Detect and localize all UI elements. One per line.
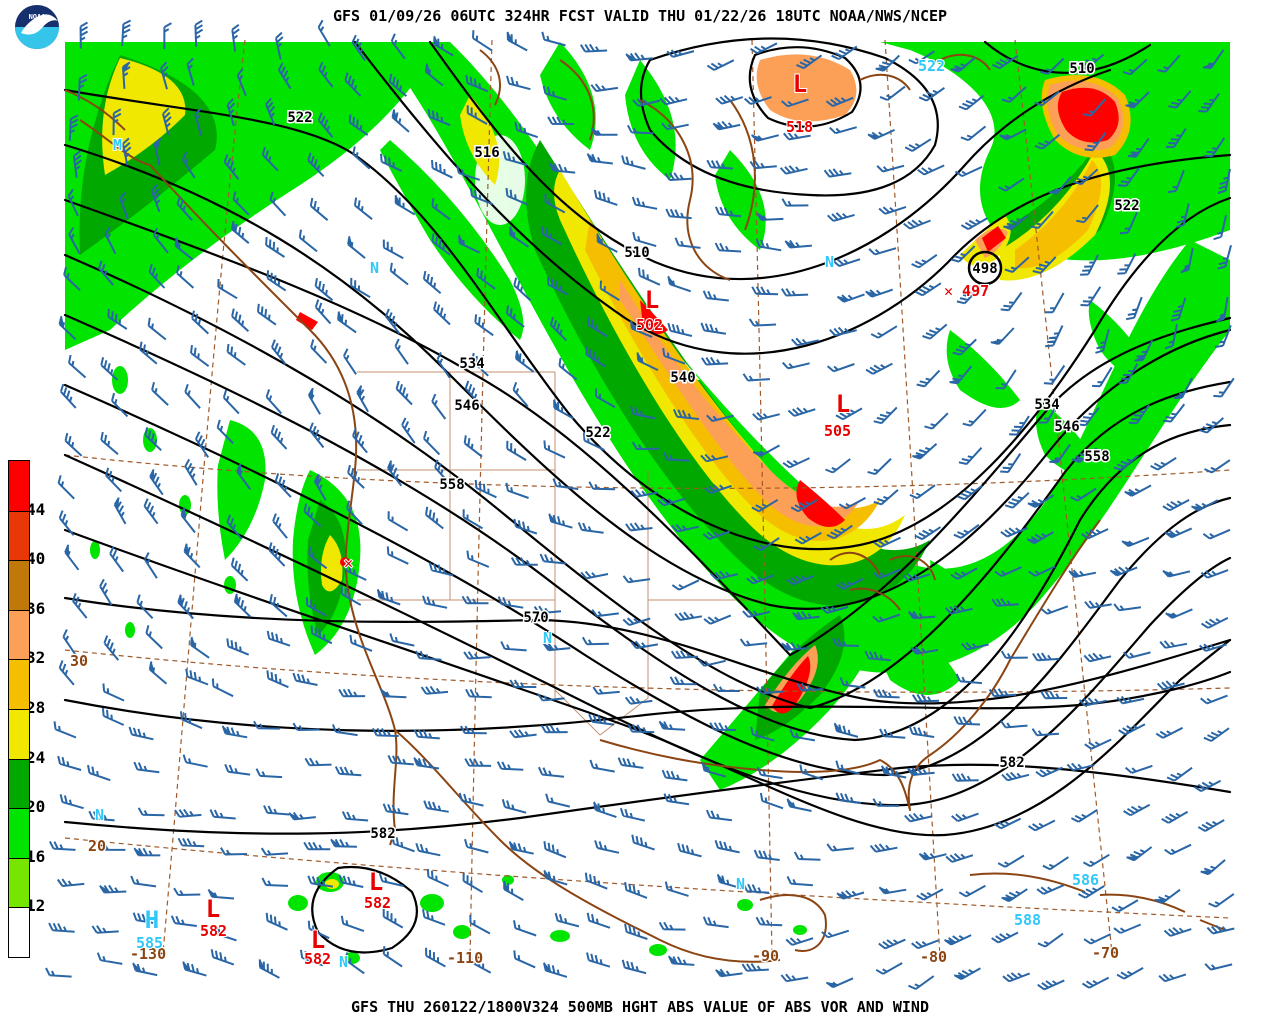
contour-label: 540: [670, 370, 695, 386]
low-center-marker: L: [311, 926, 325, 954]
colorbar-tick-label: 40: [26, 549, 46, 569]
height-label-cyan: 586: [1072, 871, 1099, 889]
contour-label: 546: [454, 398, 479, 414]
noaa-logo: NOAA: [15, 5, 59, 49]
latlon-label: 30: [70, 652, 88, 670]
contour-label: 516: [474, 145, 499, 161]
wind-barbs: [45, 19, 1235, 991]
latlon-grid: [64, 39, 1231, 959]
contour-label: 582: [370, 826, 395, 842]
vorticity-max-marker: ✕ 497: [944, 282, 989, 300]
contour-label: 558: [439, 477, 464, 493]
colorbar: [8, 460, 30, 958]
closed-contour-value: 498: [972, 261, 997, 277]
height-label-cyan: N: [95, 806, 104, 824]
colorbar-segment: [9, 560, 29, 610]
contour-label: 534: [459, 356, 484, 372]
vorticity-max-marker: ✕: [344, 554, 353, 572]
height-label-cyan: N: [736, 875, 745, 893]
noaa-seagull-icon: [21, 14, 58, 35]
center-height-value: 505: [824, 422, 851, 440]
center-height-value: 502: [636, 316, 663, 334]
low-center-marker: L: [369, 868, 383, 896]
contour-label: 546: [1054, 419, 1079, 435]
colorbar-tick-label: 16: [26, 846, 46, 866]
colorbar-segment: [9, 808, 29, 858]
colorbar-tick-label: 32: [26, 648, 46, 668]
colorbar-segment: [9, 857, 29, 908]
latlon-label: -110: [447, 949, 483, 967]
colorbar-tick-label: 28: [26, 698, 46, 717]
colorbar-segment: [9, 758, 29, 809]
latlon-label: -130: [130, 945, 166, 963]
height-label-cyan: N: [543, 629, 552, 647]
height-label-cyan: N: [339, 953, 348, 971]
noaa-logo-text: NOAA: [29, 13, 47, 21]
height-label-cyan: N: [370, 259, 379, 277]
low-center-marker: L: [206, 895, 220, 923]
latlon-label: -70: [1092, 944, 1119, 962]
wind-barb-strokes: [45, 19, 1235, 991]
colorbar-tick-label: 36: [26, 598, 46, 618]
contour-label: 522: [1114, 198, 1139, 214]
colorbar-segment: [9, 907, 29, 957]
contour-label: 558: [1084, 449, 1109, 465]
center-height-value: 585: [136, 934, 163, 952]
contour-label: 510: [624, 245, 649, 261]
colorbar-tick-label: 12: [26, 896, 46, 916]
center-height-value: 582: [304, 950, 331, 968]
height-label-cyan: 588: [1014, 911, 1041, 929]
latlon-label: 20: [88, 837, 106, 855]
contour-label: 510: [1069, 61, 1094, 77]
closed-contour-circle: [967, 250, 1003, 286]
vorticity-shading: [65, 42, 1230, 964]
high-center-marker: H: [145, 906, 159, 934]
low-center-marker: L: [836, 390, 850, 418]
center-height-value: 582: [200, 922, 227, 940]
colorbar-segment: [9, 510, 29, 561]
center-height-value: 518: [786, 118, 813, 136]
height-label-cyan: M: [113, 136, 122, 154]
colorbar-segment: [9, 461, 29, 511]
latlon-label: -90: [752, 947, 779, 965]
contour-label: 522: [585, 425, 610, 441]
latlon-label: -80: [920, 948, 947, 966]
center-height-value: 582: [364, 894, 391, 912]
map-labels: 522 516 510 510 522 534 540 546 522 558 570 582 582 5…: [69, 56, 1141, 972]
height-label-cyan: N: [825, 253, 834, 271]
colorbar-tick-label: 24: [26, 747, 46, 767]
chart-title: GFS 01/09/26 06UTC 324HR FCST VALID THU …: [332, 7, 948, 25]
contour-label: 582: [999, 755, 1024, 771]
contour-label: 534: [1034, 397, 1059, 413]
height-contours: [63, 37, 1232, 954]
colorbar-tick-label: 20: [26, 797, 46, 817]
low-center-marker: L: [645, 286, 659, 314]
colorbar-segment: [9, 708, 29, 759]
colorbar-segment: [9, 609, 29, 660]
contour-label: 522: [287, 110, 312, 126]
contour-label: 570: [523, 610, 548, 626]
colorbar-tick-label: 44: [26, 499, 46, 519]
chart-caption: GFS THU 260122/1800V324 500MB HGHT ABS V…: [351, 998, 929, 1016]
low-center-marker: L: [793, 70, 807, 98]
height-label-cyan: 522: [918, 57, 945, 75]
colorbar-segment: [9, 659, 29, 709]
